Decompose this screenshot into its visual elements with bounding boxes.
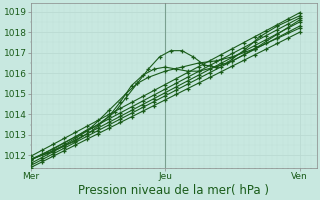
X-axis label: Pression niveau de la mer( hPa ): Pression niveau de la mer( hPa ) [78,184,269,197]
